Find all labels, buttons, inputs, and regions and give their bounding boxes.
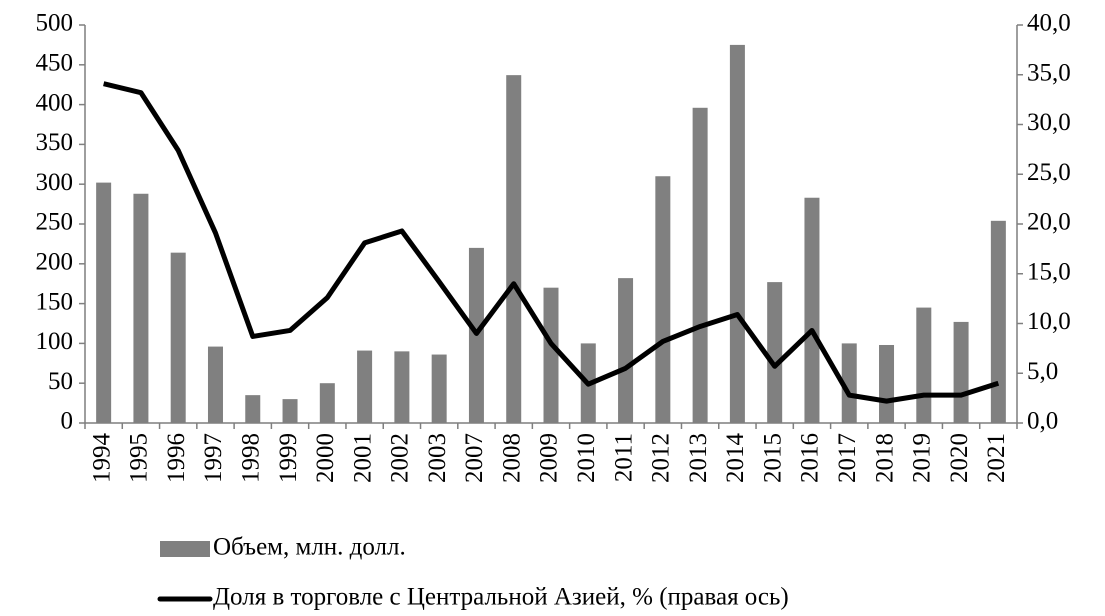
bar: [618, 278, 634, 423]
y-tick-label: 500: [36, 10, 74, 37]
x-tick-label: 2017: [834, 433, 861, 483]
y-tick-label: 300: [36, 169, 74, 196]
x-tick-label: 1997: [200, 433, 227, 483]
y-tick-label: 150: [36, 288, 74, 315]
bar: [245, 395, 261, 423]
bar: [543, 287, 559, 423]
legend-label: Объем, млн. долл.: [213, 534, 406, 561]
y2-tick-label: 40,0: [1027, 10, 1071, 37]
bar: [319, 383, 335, 423]
x-tick-label: 1998: [237, 433, 264, 483]
legend-label: Доля в торговле с Центральной Азией, % (…: [213, 584, 789, 611]
bar: [953, 321, 969, 423]
x-tick-label: 2013: [685, 433, 712, 483]
y2-tick-label: 15,0: [1027, 258, 1071, 285]
y2-tick-label: 10,0: [1027, 308, 1071, 335]
x-tick-label: 2018: [871, 433, 898, 483]
bar: [170, 252, 186, 423]
x-tick-label: 1994: [88, 433, 115, 484]
bar: [692, 107, 708, 423]
bar: [804, 197, 820, 423]
bar: [431, 354, 447, 423]
x-tick-label: 2007: [461, 433, 488, 483]
y2-tick-label: 0,0: [1027, 408, 1058, 435]
bar: [767, 282, 783, 423]
bar: [655, 176, 671, 423]
x-tick-label: 2020: [946, 433, 973, 483]
bar: [879, 344, 895, 423]
y2-tick-label: 20,0: [1027, 209, 1071, 236]
bar: [506, 75, 522, 423]
x-tick-label: 2002: [387, 433, 414, 483]
x-tick-label: 1995: [126, 433, 153, 483]
x-tick-label: 2003: [424, 433, 451, 483]
x-tick-label: 2011: [610, 433, 637, 482]
y-tick-label: 350: [36, 129, 74, 156]
y-tick-label: 0: [61, 408, 74, 435]
line: [103, 81, 1000, 404]
y-tick-label: 450: [36, 50, 74, 77]
bar: [916, 307, 932, 423]
y2-tick-label: 30,0: [1027, 109, 1071, 136]
y-tick-label: 400: [36, 89, 74, 116]
bar: [357, 350, 373, 423]
x-tick-label: 1999: [275, 433, 302, 483]
x-tick-label: 2001: [349, 433, 376, 483]
x-tick-label: 1996: [163, 433, 190, 483]
x-tick-label: 2000: [312, 433, 339, 483]
y-tick-label: 100: [36, 328, 74, 355]
x-tick-label: 2010: [573, 433, 600, 483]
y2-tick-label: 5,0: [1027, 358, 1058, 385]
bar: [96, 182, 112, 423]
y-tick-label: 200: [36, 249, 74, 276]
bar: [133, 193, 149, 423]
y2-tick-label: 25,0: [1027, 159, 1071, 186]
x-tick-label: 2014: [722, 433, 749, 484]
x-tick-label: 2009: [536, 433, 563, 483]
x-tick-label: 2016: [797, 433, 824, 483]
x-tick-label: 2008: [498, 433, 525, 483]
bar: [207, 346, 223, 423]
legend-swatch: [160, 541, 210, 557]
x-tick-label: 2015: [759, 433, 786, 483]
bar: [729, 44, 745, 424]
x-tick-label: 2012: [648, 433, 675, 483]
y2-tick-label: 35,0: [1027, 59, 1071, 86]
bar: [282, 399, 298, 423]
x-tick-label: 2019: [909, 433, 936, 483]
y-tick-label: 250: [36, 209, 74, 236]
bar: [841, 343, 857, 423]
bar: [990, 220, 1006, 423]
y-tick-label: 50: [48, 368, 73, 395]
bar: [394, 351, 410, 423]
x-tick-label: 2021: [983, 433, 1010, 483]
